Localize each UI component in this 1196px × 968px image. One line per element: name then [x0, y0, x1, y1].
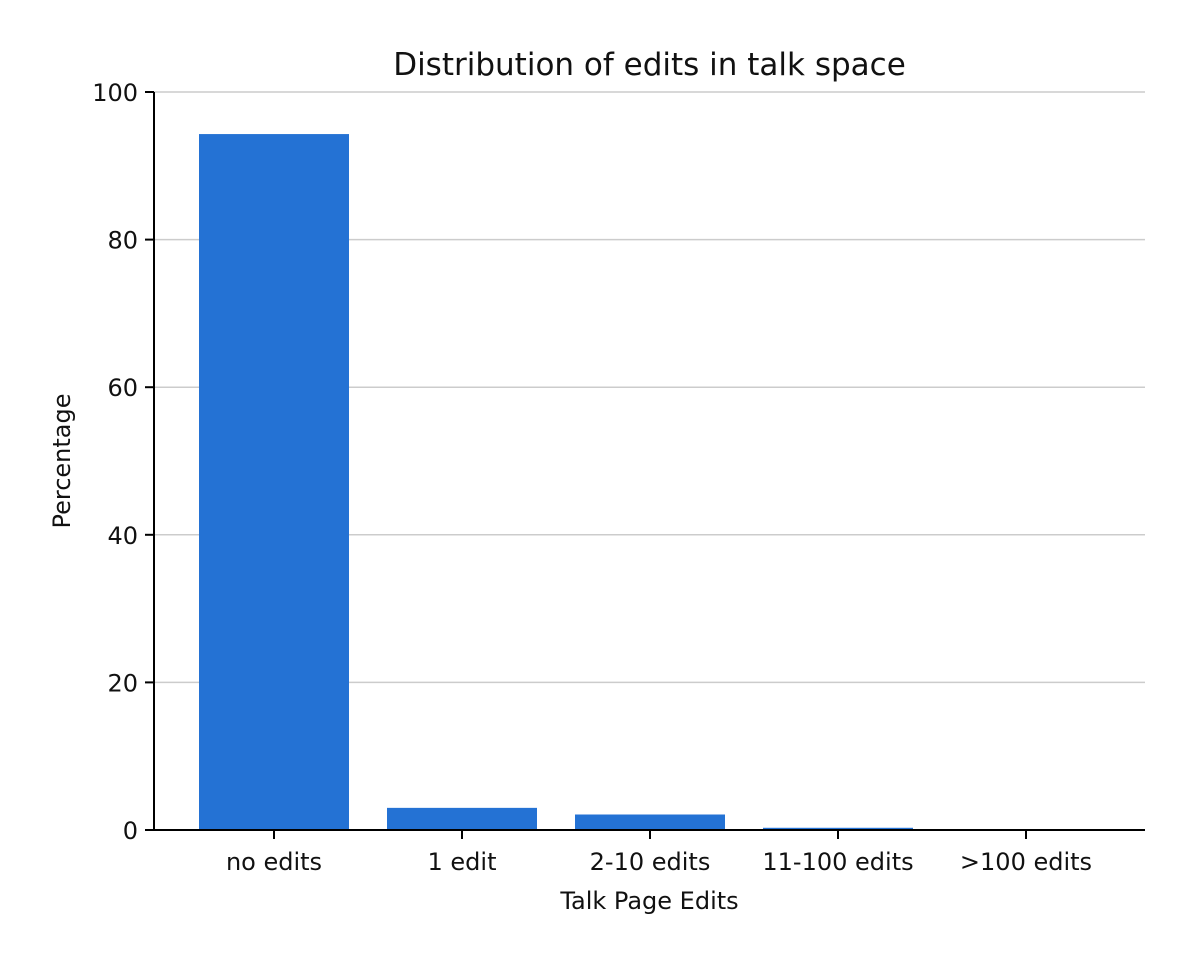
x-ticks: no edits 1 edit 2-10 edits 11-100 edits >100…	[226, 830, 1092, 876]
chart-title: Distribution of edits in talk space	[393, 47, 906, 83]
x-tick-label: no edits	[226, 848, 322, 876]
x-axis-label: Talk Page Edits	[559, 887, 738, 915]
bar	[575, 815, 725, 830]
bar	[199, 134, 349, 830]
y-ticks: 0 20 40 60 80 100	[92, 79, 154, 845]
y-tick-label: 80	[107, 227, 138, 255]
x-tick-label: 11-100 edits	[762, 848, 913, 876]
y-tick-label: 40	[107, 522, 138, 550]
x-tick-label: >100 edits	[960, 848, 1092, 876]
bars	[199, 134, 1101, 830]
bar	[387, 808, 537, 830]
x-tick-label: 2-10 edits	[590, 848, 711, 876]
y-tick-label: 60	[107, 374, 138, 402]
y-tick-label: 0	[123, 817, 138, 845]
y-axis-label: Percentage	[48, 393, 76, 528]
y-tick-label: 20	[107, 669, 138, 697]
x-tick-label: 1 edit	[428, 848, 497, 876]
y-tick-label: 100	[92, 79, 138, 107]
